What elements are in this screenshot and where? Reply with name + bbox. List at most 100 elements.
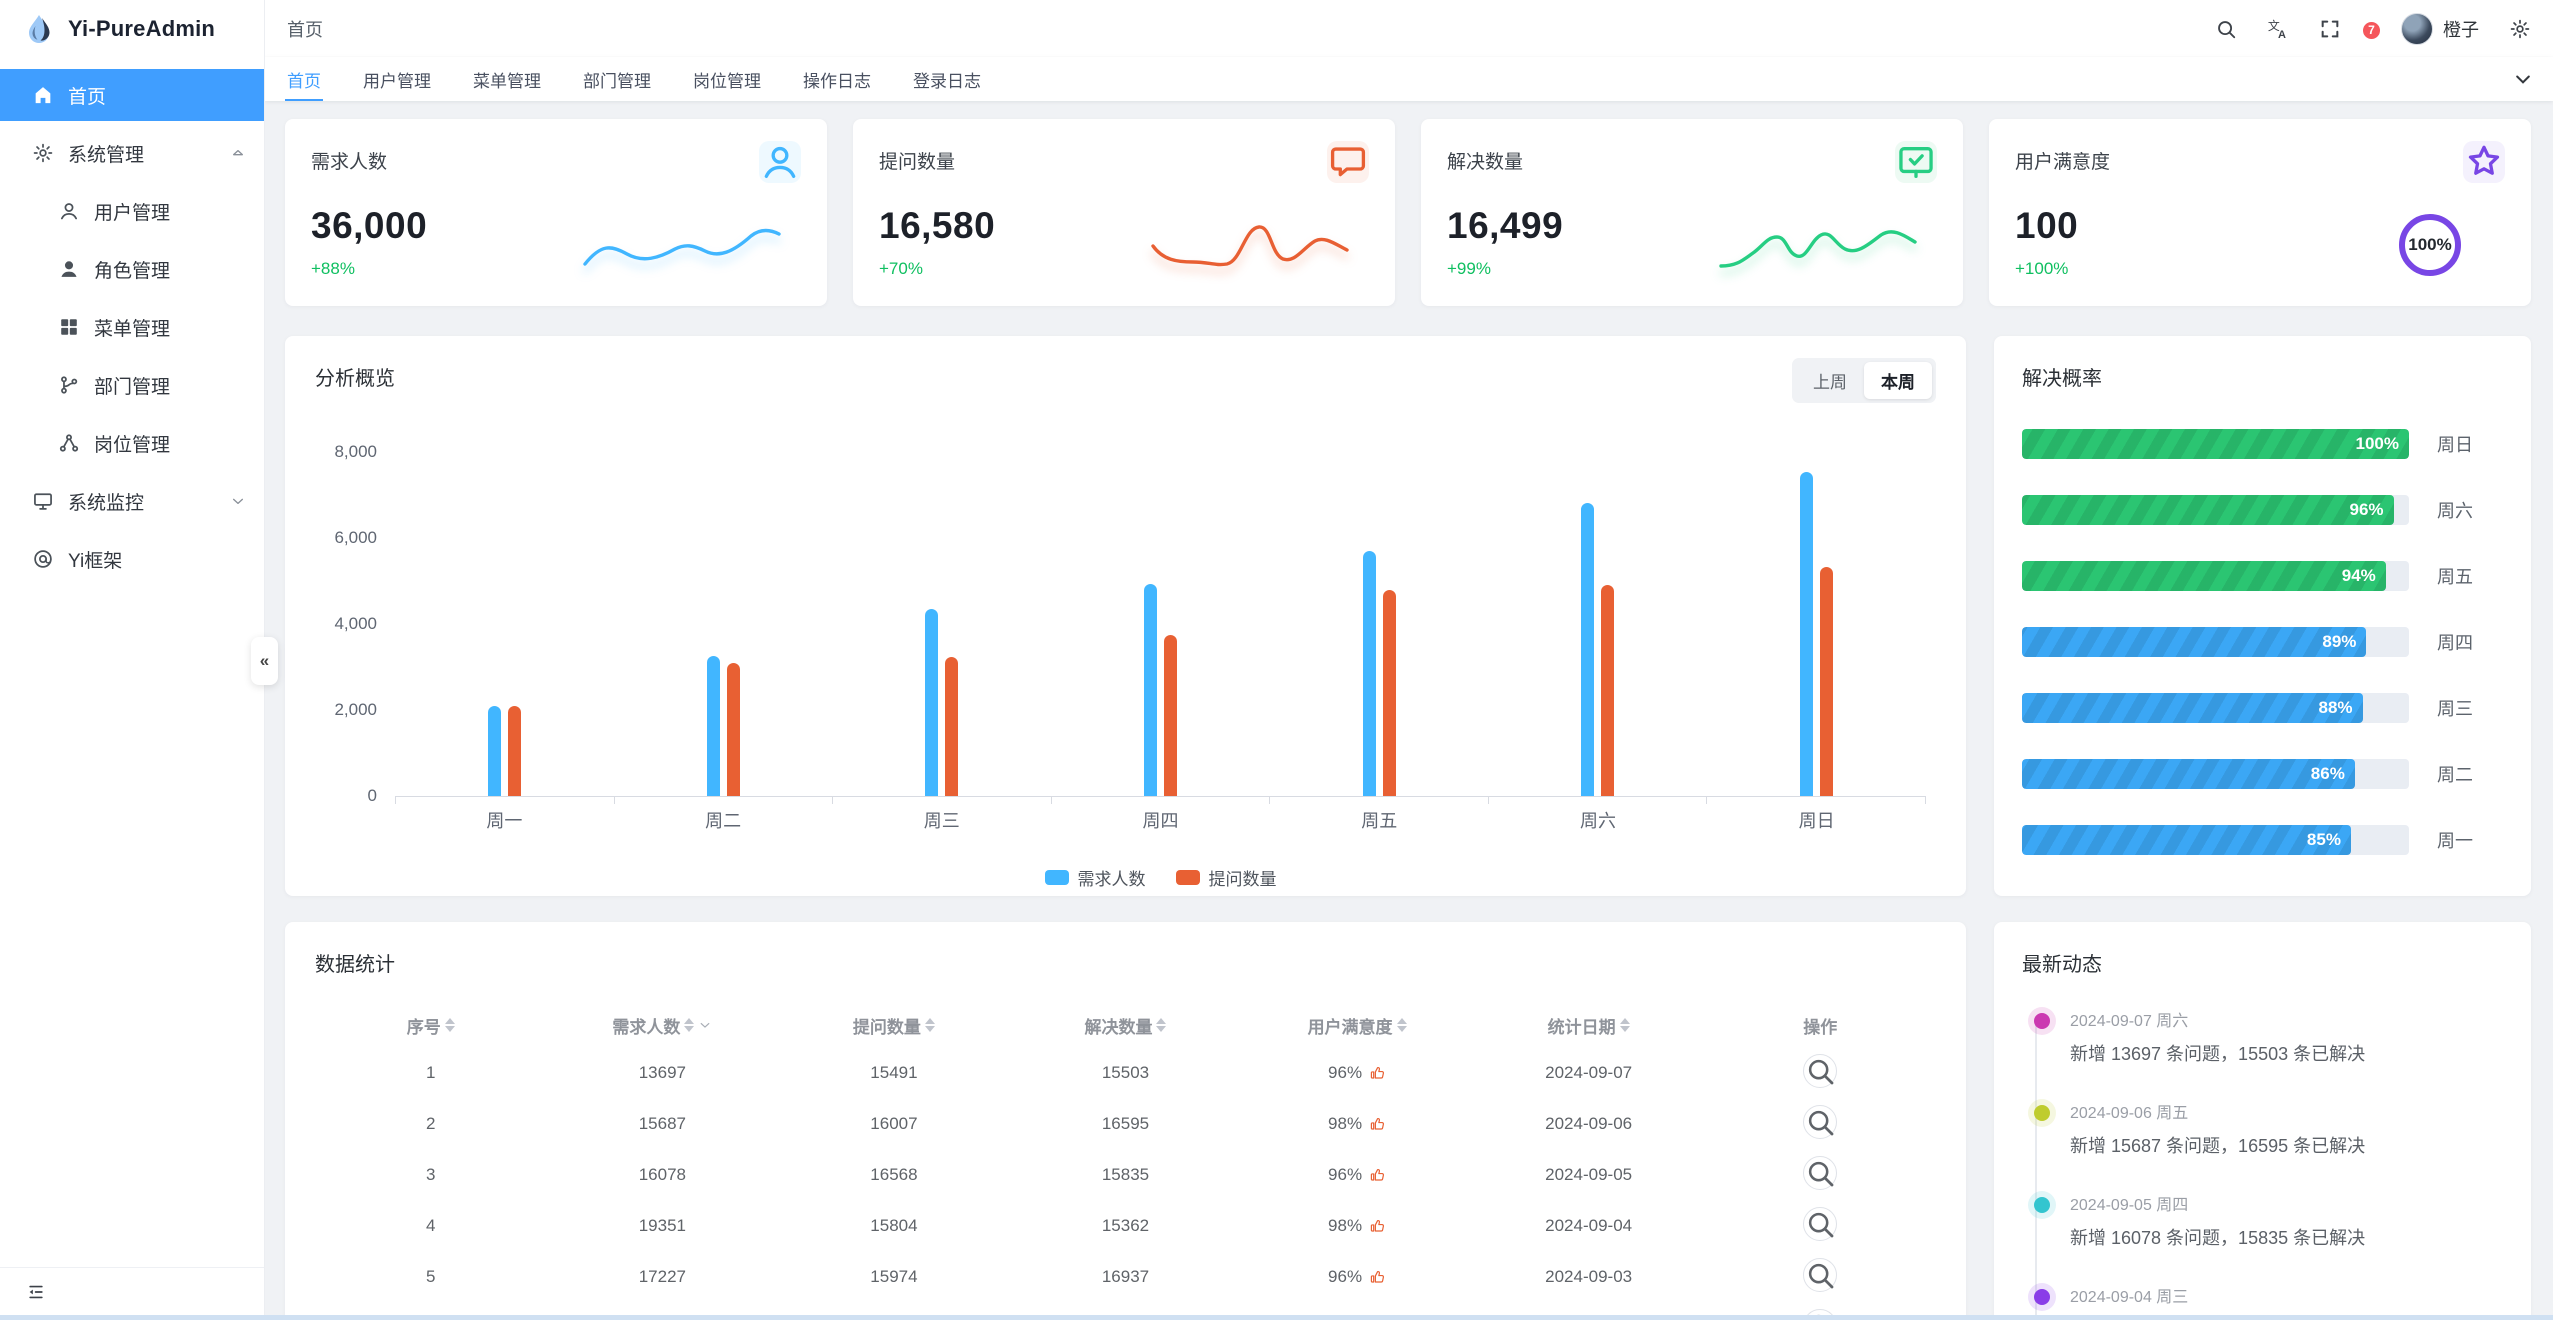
legend-label: 需求人数 [1077,870,1146,889]
bar-需求人数-周二[interactable] [706,656,720,796]
progress-fill[interactable]: 89% [2022,627,2367,657]
tab-部门管理[interactable]: 部门管理 [583,71,651,91]
toggle-本周[interactable]: 本周 [1864,362,1932,399]
cell-resolve: 16595 [1101,1113,1150,1133]
sidebar-item-label: 角色管理 [94,260,171,282]
solve-rate-title: 解决概率 [2022,368,2102,390]
sidebar-item-系统监控[interactable]: 系统监控 [0,475,264,527]
bar-提问数量-周日[interactable] [1820,567,1834,796]
tab-操作日志[interactable]: 操作日志 [803,71,871,91]
progress-fill[interactable]: 88% [2022,693,2363,723]
row-view-button[interactable] [1803,1206,1838,1241]
horizontal-scrollbar[interactable] [0,1315,2553,1320]
chart-slot-周一 [395,453,614,796]
analysis-overview-card: 分析概览 上周 本周 0 2,000 4,000 6,000 8,000 周一 周二 周三 周四周… [285,336,1966,896]
sidebar-collapse-handle[interactable]: « [251,637,278,685]
filter-chevron-icon[interactable] [698,1018,712,1032]
stat-card-value: 16,580 [879,205,996,246]
tab-岗位管理[interactable]: 岗位管理 [693,71,761,91]
table-row: 2 15687 16007 16595 98% 2024-09-06 [315,1098,1936,1149]
column-header-序号[interactable]: 序号 [315,1013,547,1038]
user-menu[interactable]: 橙子 [2401,12,2479,45]
progress-day-label: 周一 [2437,831,2473,851]
row-view-button[interactable] [1803,1053,1838,1088]
sort-carets-icon[interactable] [444,1018,455,1032]
column-header-需求人数[interactable]: 需求人数 [547,1013,779,1038]
column-label: 统计日期 [1547,1017,1616,1037]
progress-fill[interactable]: 85% [2022,825,2351,855]
sidebar-fold-button[interactable] [0,1267,264,1315]
sidebar-item-首页[interactable]: 首页 [0,69,264,121]
satisfaction-ring: 100% [2399,214,2461,276]
sidebar-item-部门管理[interactable]: 部门管理 [0,359,264,411]
bar-需求人数-周四[interactable] [1144,584,1158,796]
solve-rate-row-周一: 85% 周一 [2022,825,2503,855]
sidebar-item-菜单管理[interactable]: 菜单管理 [0,301,264,353]
progress-track: 89% [2022,627,2409,657]
bar-提问数量-周六[interactable] [1601,585,1615,796]
column-header-用户满意度[interactable]: 用户满意度 [1241,1013,1473,1038]
bar-提问数量-周四[interactable] [1164,634,1178,796]
breadcrumb[interactable]: 首页 [287,19,323,40]
row-view-button[interactable] [1803,1155,1838,1190]
sidebar-item-系统管理[interactable]: 系统管理 [0,127,264,179]
progress-fill[interactable]: 86% [2022,759,2355,789]
tab-用户管理[interactable]: 用户管理 [363,71,431,91]
progress-fill[interactable]: 94% [2022,561,2386,591]
sort-carets-icon[interactable] [684,1018,695,1032]
sidebar-item-角色管理[interactable]: 角色管理 [0,243,264,295]
sidebar-item-label: 部门管理 [94,376,171,398]
bar-提问数量-周五[interactable] [1382,590,1396,796]
sort-carets-icon[interactable] [1156,1018,1167,1032]
row-view-button[interactable] [1803,1104,1838,1139]
tabs: 首页 用户管理 菜单管理 部门管理 岗位管理 操作日志 登录日志 [285,57,983,101]
column-header-提问数量[interactable]: 提问数量 [778,1013,1010,1038]
tab-登录日志[interactable]: 登录日志 [913,71,981,91]
sort-carets-icon[interactable] [1619,1018,1630,1032]
bar-需求人数-周五[interactable] [1362,550,1376,796]
bar-提问数量-周二[interactable] [726,662,740,796]
tabs-dropdown-chevron-icon[interactable] [2513,57,2533,101]
app-logo[interactable]: Yi-PureAdmin [0,0,264,57]
x-axis-ticks [395,797,1927,804]
column-header-统计日期[interactable]: 统计日期 [1473,1013,1705,1038]
settings-gear-icon[interactable] [2509,18,2531,40]
legend-item-需求人数[interactable]: 需求人数 [1044,865,1146,890]
sidebar-item-岗位管理[interactable]: 岗位管理 [0,417,264,469]
progress-fill[interactable]: 96% [2022,495,2394,525]
stat-card-delta: +70% [879,259,923,278]
thumb-icon [1369,1064,1386,1081]
timeline-dot [2034,1289,2050,1305]
x-axis-label: 周六 [1579,811,1616,831]
bar-需求人数-周三[interactable] [925,608,939,796]
search-icon[interactable] [2215,18,2237,40]
legend-item-提问数量[interactable]: 提问数量 [1175,865,1277,890]
star-icon [2463,141,2505,183]
bar-chart[interactable]: 0 2,000 4,000 6,000 8,000 周一 周二 周三 周四 周五 周六 周日 需求人数 提… [334,442,1927,889]
cell-id: 4 [426,1215,436,1235]
toggle-上周[interactable]: 上周 [1813,373,1847,392]
bar-提问数量-周一[interactable] [507,705,521,796]
row-view-button[interactable] [1803,1257,1838,1292]
sidebar-item-用户管理[interactable]: 用户管理 [0,185,264,237]
column-header-解决数量[interactable]: 解决数量 [1010,1013,1242,1038]
tab-菜单管理[interactable]: 菜单管理 [473,71,541,91]
progress-fill[interactable]: 100% [2022,429,2409,459]
chart-slot-周六 [1489,453,1708,796]
thumb-icon [1369,1268,1386,1285]
stat-card-用户满意度: 用户满意度 100 +100% 100% [1989,119,2531,306]
sidebar-item-Yi框架[interactable]: Yi框架 [0,533,264,585]
stat-card-header: 用户满意度 [2015,141,2505,183]
bar-需求人数-周日[interactable] [1800,471,1814,796]
fullscreen-icon[interactable] [2319,18,2341,40]
menu-fold-icon [29,1285,43,1298]
bar-需求人数-周六[interactable] [1581,502,1595,796]
sort-carets-icon[interactable] [924,1018,935,1032]
bar-需求人数-周一[interactable] [487,705,501,796]
tab-首页[interactable]: 首页 [285,57,323,101]
bar-提问数量-周三[interactable] [945,657,959,796]
sort-carets-icon[interactable] [1396,1018,1407,1032]
chart-plot-area[interactable] [395,453,1926,797]
